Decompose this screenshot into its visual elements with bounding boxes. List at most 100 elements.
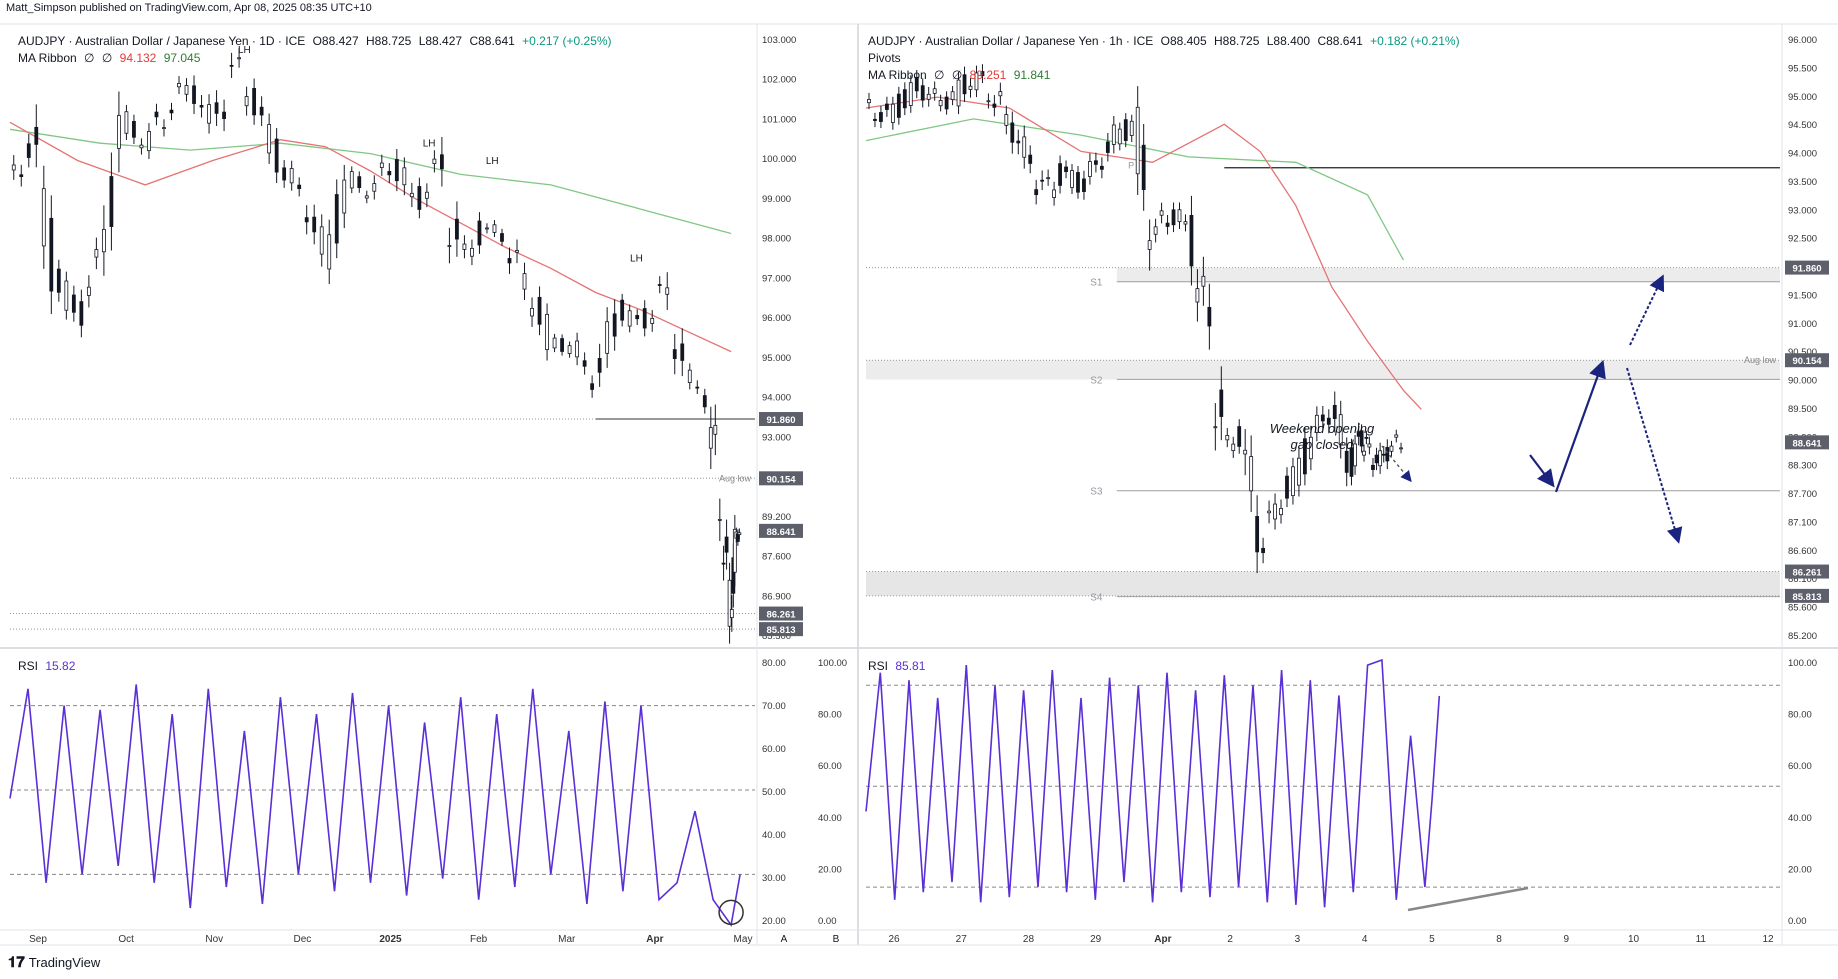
candle-body <box>1399 447 1403 450</box>
candle-body <box>1385 447 1390 462</box>
candle-body <box>132 121 136 138</box>
time-tick-label: Apr <box>646 934 663 945</box>
candle-body <box>702 395 707 408</box>
candle-body <box>567 345 572 354</box>
candle-body <box>998 91 1003 97</box>
aug-low-label: Aug low <box>719 473 752 483</box>
candle-body <box>717 518 722 521</box>
right-rsi-legend[interactable]: RSI 85.81 <box>868 659 929 673</box>
pivot-label: S4 <box>1090 593 1103 604</box>
aug-low-label: Aug low <box>1744 355 1777 365</box>
candle-body <box>1279 508 1283 516</box>
divergence-line <box>1407 886 1529 912</box>
price-tick-label: 86.900 <box>762 591 791 602</box>
tradingview-logo-text: TradingView <box>28 955 101 970</box>
right-ma-v1: 89.251 <box>969 68 1007 82</box>
rsi-tick-label: 60.00 <box>1788 761 1812 772</box>
candle-body <box>605 321 610 354</box>
time-tick-label: 29 <box>1090 934 1102 945</box>
left-rsi-legend[interactable]: RSI 15.82 <box>18 659 79 673</box>
price-tick-label: 95.000 <box>1788 92 1817 103</box>
candle-body <box>1381 453 1386 456</box>
time-tick-label: Oct <box>118 934 134 945</box>
candle-body <box>627 310 632 327</box>
price-badge: 88.641 <box>1792 438 1822 449</box>
candle-body <box>687 369 692 383</box>
candle-body <box>139 144 144 149</box>
price-tick-label: 87.700 <box>1788 489 1817 500</box>
candle-body <box>267 124 272 154</box>
candle-body <box>1082 178 1086 193</box>
candle-body <box>680 343 685 361</box>
price-badge: 86.261 <box>1792 568 1822 579</box>
candle-body <box>334 194 339 244</box>
right-candles-group <box>867 64 1403 574</box>
price-tick-label: 85.500 <box>762 631 791 642</box>
pivot-label: S3 <box>1090 487 1103 498</box>
candle-body <box>1088 161 1092 177</box>
right-pivots-legend[interactable]: Pivots <box>868 51 901 65</box>
price-tick-label: 94.500 <box>1788 120 1817 131</box>
candle-body <box>252 88 257 116</box>
price-tick-label: 85.200 <box>1788 631 1817 642</box>
price-badge-bg <box>759 412 803 427</box>
price-tick-label: 91.500 <box>1788 290 1817 301</box>
rsi-secondary-tick: 40.00 <box>818 813 842 824</box>
right-rsi-line <box>865 658 1441 908</box>
candle-body <box>1359 430 1364 447</box>
candle-body <box>956 79 961 107</box>
left-rsi-line <box>9 684 741 928</box>
price-tick-label: 92.500 <box>1788 234 1817 245</box>
candle-body <box>1349 447 1354 477</box>
right-ohlc-change: +0.182 (+0.21%) <box>1370 34 1460 48</box>
candle-body <box>974 72 979 91</box>
price-tick-label: 87.600 <box>762 552 791 563</box>
pivot-label: S1 <box>1090 278 1103 289</box>
candle-body <box>1243 449 1248 455</box>
rsi-tick-label: 30.00 <box>762 873 786 884</box>
candle-body <box>1022 136 1027 158</box>
candle-body <box>424 191 429 199</box>
time-tick-label: 5 <box>1429 934 1435 945</box>
candle-body <box>229 64 234 67</box>
candle-body <box>635 315 640 320</box>
candle-body <box>1320 414 1325 422</box>
price-badge: 85.813 <box>766 625 795 636</box>
time-tick-label: 4 <box>1362 934 1368 945</box>
candle-body <box>124 111 129 134</box>
candle-body <box>672 349 677 359</box>
left-rsi-label: RSI <box>18 659 39 673</box>
candle-body <box>695 386 700 389</box>
candle-body <box>713 424 718 435</box>
candle-body <box>708 427 713 449</box>
candle-body <box>432 158 437 164</box>
candle-body <box>1326 417 1331 425</box>
rsi-tick-label: 80.00 <box>1788 710 1812 721</box>
price-badge: 90.154 <box>1792 356 1822 367</box>
price-badge: 86.261 <box>766 610 796 621</box>
rsi-tick-label: 40.00 <box>762 830 786 841</box>
tradingview-logo-icon: 𝟏𝟕 <box>8 954 25 971</box>
candle-body <box>357 176 362 188</box>
candle-body <box>237 57 241 60</box>
price-badge: 88.641 <box>766 527 796 538</box>
tradingview-footer[interactable]: 𝟏𝟕 TradingView <box>8 954 100 971</box>
rsi-secondary-tick: 60.00 <box>818 761 842 772</box>
left-ma-legend[interactable]: MA Ribbon ∅ ∅ 94.132 97.045 <box>18 51 204 65</box>
right-ma-legend[interactable]: MA Ribbon ∅ ∅ 89.251 91.841 <box>868 68 1054 82</box>
price-tick-label: 98.000 <box>762 234 791 245</box>
candle-body <box>515 250 519 253</box>
candle-body <box>1010 122 1015 143</box>
candle-body <box>1105 141 1110 153</box>
price-tick-label: 94.000 <box>1788 149 1817 160</box>
price-badge: 90.154 <box>766 474 796 485</box>
candle-body <box>560 338 564 352</box>
candle-body <box>1394 434 1399 438</box>
candle-body <box>1308 436 1313 460</box>
time-tick-label: May <box>734 934 753 945</box>
rsi-tick-label: 20.00 <box>762 916 786 927</box>
candle-body <box>890 103 895 123</box>
candle-body <box>1016 140 1021 144</box>
candle-body <box>1332 404 1337 419</box>
